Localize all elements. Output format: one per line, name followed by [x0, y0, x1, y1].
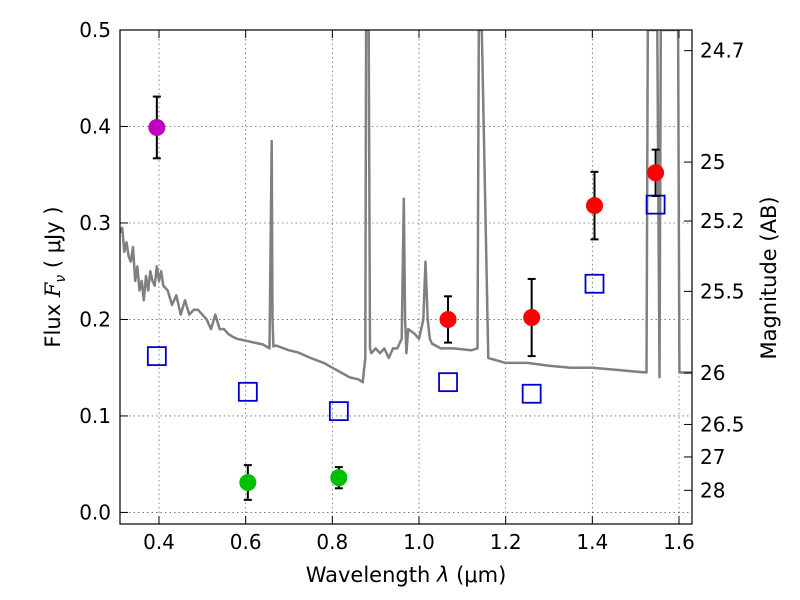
- y-tick-label: 0.0: [79, 500, 111, 524]
- mag-tick-label: 27: [700, 445, 725, 469]
- grid-lines: [120, 29, 692, 524]
- y-axis-label: Flux Fν ( μJy ): [41, 206, 69, 347]
- y-axis-unit: ( μJy ): [41, 206, 65, 274]
- model-square-marker: [237, 381, 258, 402]
- mag-tick-label: 26.5: [700, 412, 745, 436]
- x-axis-label-prefix: Wavelength: [306, 563, 437, 587]
- y-tick-label: 0.2: [79, 307, 111, 331]
- model-square-marker: [521, 383, 542, 404]
- y-axis-F: F: [41, 281, 65, 298]
- mag-tick-label: 26: [700, 361, 725, 385]
- green-data-point: [330, 469, 348, 487]
- x-tick-label: 1.6: [663, 530, 695, 554]
- y-axis-label-prefix: Flux: [41, 297, 65, 347]
- red-data-point: [439, 310, 457, 328]
- y-tick-label: 0.4: [79, 114, 111, 138]
- model-square-marker: [645, 194, 666, 215]
- x-tick-label: 1.2: [490, 530, 522, 554]
- y-tick-label: 0.1: [79, 404, 111, 428]
- purple-data-point: [148, 118, 166, 136]
- green-data-point: [239, 474, 257, 492]
- axis-ticks: 0.4 0.6 0.8 1.0 1.2 1.4 1.6 0.0 0.1 0.2 0.3 0.4 0.5 2…: [79, 18, 744, 554]
- x-tick-label: 0.6: [230, 530, 262, 554]
- model-square-marker: [584, 273, 605, 294]
- mag-tick-label: 25.5: [700, 279, 745, 303]
- red-data-point: [647, 164, 665, 182]
- plot-frame: [119, 29, 693, 525]
- plot-area: [120, 30, 692, 501]
- mag-tick-label: 25.2: [700, 209, 745, 233]
- model-square-marker: [146, 346, 167, 367]
- x-tick-label: 0.4: [143, 530, 175, 554]
- y-tick-label: 0.5: [79, 18, 111, 42]
- y-tick-label: 0.3: [79, 211, 111, 235]
- mag-tick-label: 24.7: [700, 39, 745, 63]
- x-axis-lambda: λ: [436, 563, 449, 587]
- x-tick-label: 1.4: [576, 530, 608, 554]
- x-tick-label: 1.0: [403, 530, 435, 554]
- x-tick-label: 0.8: [316, 530, 348, 554]
- mag-tick-label: 28: [700, 478, 725, 502]
- red-data-point: [586, 197, 603, 215]
- y-axis-nu: ν: [53, 275, 69, 283]
- x-axis-unit: (μm): [449, 563, 506, 587]
- red-data-point: [523, 309, 541, 327]
- model-spectrum-line: [120, 30, 692, 384]
- mag-tick-label: 25: [700, 150, 725, 174]
- y2-axis-label: Magnitude (AB): [757, 196, 781, 359]
- x-axis-label: Wavelength λ (μm): [306, 563, 507, 587]
- model-square-marker: [438, 372, 458, 393]
- model-square-marker: [328, 401, 349, 422]
